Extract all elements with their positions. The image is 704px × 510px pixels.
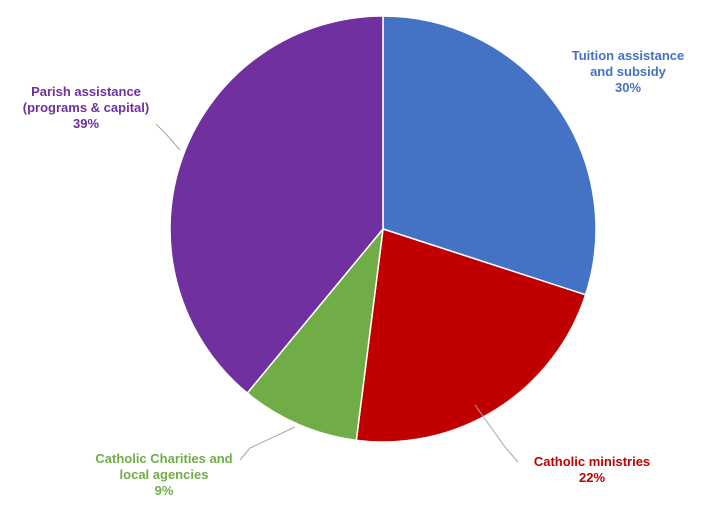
leader-line-2 xyxy=(239,426,296,461)
slice-label-0: Tuition assistance and subsidy 30% xyxy=(572,48,684,95)
slice-label-2: Catholic Charities and local agencies 9% xyxy=(95,451,232,498)
leader-line-1 xyxy=(474,404,519,463)
slice-label-line: (programs & capital) xyxy=(23,100,149,115)
slice-label-line: Parish assistance xyxy=(31,84,141,99)
slice-percent: 30% xyxy=(615,80,641,95)
slice-percent: 22% xyxy=(579,470,605,485)
pie-slices xyxy=(169,15,597,443)
leader-line-3 xyxy=(155,123,181,151)
slice-percent: 9% xyxy=(155,483,174,498)
slice-label-line: Catholic ministries xyxy=(534,454,650,469)
slice-label-line: Tuition assistance xyxy=(572,48,684,63)
slice-percent: 39% xyxy=(73,116,99,131)
slice-label-line: local agencies xyxy=(120,467,209,482)
pie-slice-0 xyxy=(382,15,597,296)
slice-label-3: Parish assistance (programs & capital) 39% xyxy=(23,84,149,131)
slice-label-line: Catholic Charities and xyxy=(95,451,232,466)
slice-label-line: and subsidy xyxy=(590,64,667,79)
leader-lines xyxy=(155,123,519,463)
slice-labels: Tuition assistance and subsidy 30% Catholic… xyxy=(23,48,684,498)
pie-slice-3 xyxy=(169,15,384,395)
slice-label-1: Catholic ministries 22% xyxy=(534,454,650,485)
pie-slice-1 xyxy=(355,228,587,443)
pie-slice-2 xyxy=(246,226,385,442)
